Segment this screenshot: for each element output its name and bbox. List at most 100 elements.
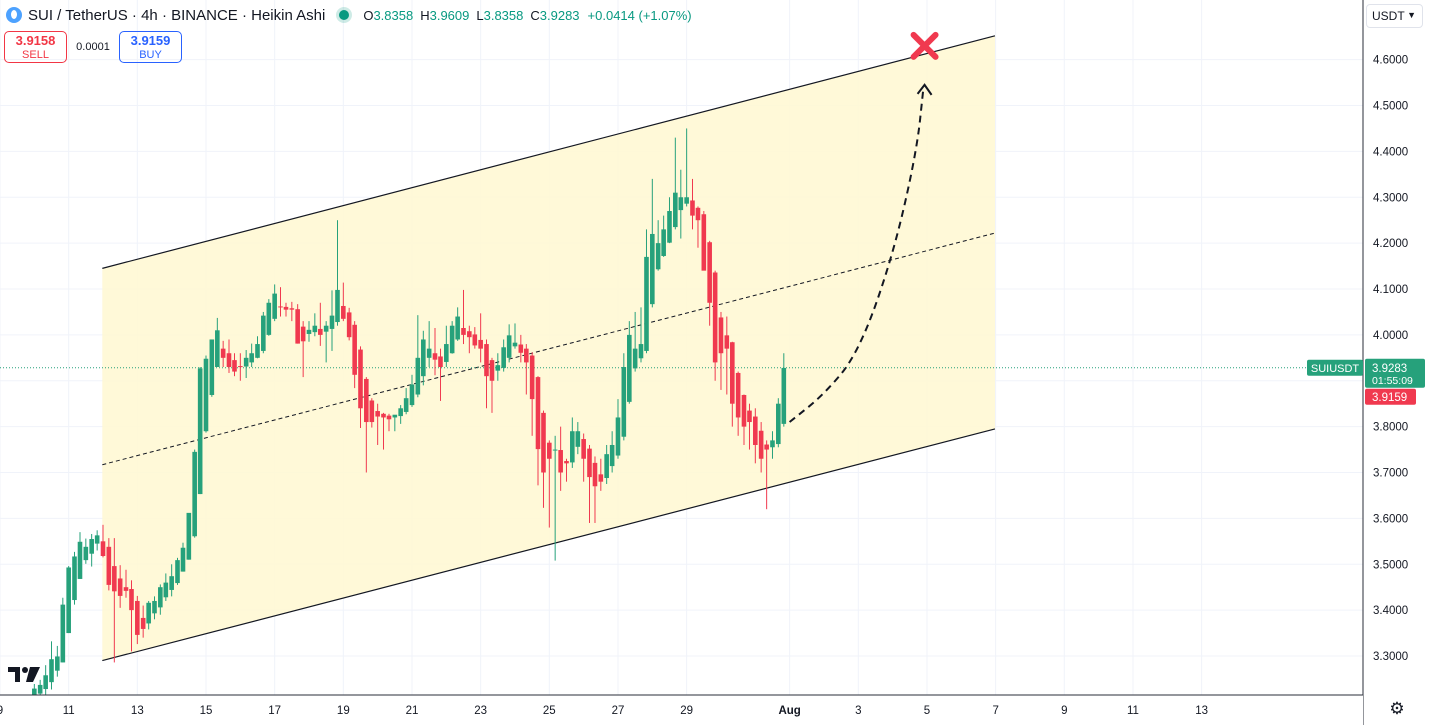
- candle: [100, 524, 106, 558]
- x-tick-label: 21: [406, 705, 419, 717]
- sell-price: 3.9158: [15, 33, 56, 48]
- symbol-title[interactable]: SUI / TetherUS · 4h · BINANCE · Heikin A…: [28, 6, 326, 24]
- buy-button[interactable]: 3.9159 BUY: [119, 31, 182, 63]
- candle-body: [444, 344, 449, 362]
- candle: [564, 458, 569, 482]
- channel-upper-line[interactable]: [102, 35, 996, 269]
- candle: [381, 412, 386, 450]
- candle-body: [535, 377, 541, 450]
- candle: [541, 410, 546, 508]
- candle-body: [238, 366, 243, 368]
- spread-value: 0.0001: [76, 41, 110, 53]
- open-value: 3.8358: [373, 7, 414, 23]
- candle-body: [209, 339, 215, 395]
- candle: [529, 352, 535, 436]
- live-status-icon: [339, 10, 350, 20]
- candle: [587, 444, 592, 523]
- candle-body: [129, 589, 134, 611]
- y-tick-label: 3.8000: [1373, 422, 1408, 434]
- candle-body: [318, 328, 323, 335]
- candle: [117, 565, 123, 608]
- settings-gear-icon[interactable]: ⚙: [1389, 699, 1405, 718]
- x-tick-label: 9: [0, 705, 3, 717]
- candle-body: [581, 439, 586, 459]
- low-label: L: [476, 7, 484, 23]
- currency-label: USDT: [1372, 9, 1405, 23]
- candle: [581, 433, 586, 482]
- candle-body: [770, 440, 775, 448]
- channel-lower-line[interactable]: [102, 428, 996, 662]
- candle-body: [352, 324, 357, 375]
- candle-body: [89, 539, 94, 554]
- candle-body: [381, 413, 386, 418]
- candle: [444, 325, 449, 367]
- candle-body: [323, 325, 329, 332]
- candle: [627, 321, 632, 404]
- x-tick-label: 15: [200, 705, 213, 717]
- candle: [484, 339, 489, 409]
- candle-body: [180, 547, 186, 572]
- candle: [535, 376, 541, 486]
- candle: [501, 339, 506, 372]
- candle: [123, 569, 129, 598]
- candle-body: [123, 587, 129, 591]
- candle: [449, 321, 455, 354]
- candle: [175, 557, 180, 585]
- open-label: O: [363, 7, 374, 23]
- candle-body: [152, 600, 157, 614]
- candle-body: [72, 556, 77, 601]
- y-tick-label: 4.4000: [1373, 146, 1408, 158]
- candle: [266, 299, 272, 336]
- y-tick-label: 4.0000: [1373, 330, 1408, 342]
- candle-body: [712, 272, 718, 363]
- candle: [238, 353, 243, 381]
- candle: [712, 270, 718, 381]
- candle: [518, 334, 524, 363]
- candle: [655, 220, 661, 271]
- candle: [261, 311, 266, 354]
- candle: [318, 302, 323, 346]
- time-axis[interactable]: [0, 695, 1363, 725]
- y-tick-label: 4.5000: [1373, 101, 1408, 113]
- candle: [426, 321, 432, 367]
- candle-body: [135, 600, 140, 635]
- candle-body: [615, 417, 621, 456]
- candle-body: [146, 602, 151, 624]
- candle-body: [604, 454, 609, 479]
- candle-body: [667, 211, 672, 243]
- candle: [369, 398, 375, 428]
- candle: [55, 645, 60, 677]
- high-label: H: [420, 7, 430, 23]
- candle: [255, 336, 260, 359]
- sell-button[interactable]: 3.9158 SELL: [4, 31, 67, 63]
- y-tick-label: 4.3000: [1373, 192, 1408, 204]
- projection-path[interactable]: [788, 87, 925, 423]
- candle: [300, 321, 306, 378]
- candle: [289, 301, 295, 322]
- candle-body: [650, 233, 655, 305]
- candle: [249, 343, 254, 367]
- candle: [306, 321, 312, 342]
- candle-body: [512, 342, 518, 347]
- candle-body: [243, 357, 249, 367]
- candle: [72, 551, 77, 605]
- candle-body: [707, 242, 712, 303]
- tradingview-logo-icon[interactable]: [8, 664, 40, 684]
- last-price-tag-bg: [1365, 358, 1425, 388]
- candle-body: [392, 414, 398, 418]
- x-tick-label: 3: [855, 705, 861, 717]
- candle: [243, 350, 249, 379]
- candle-body: [329, 315, 335, 329]
- candle-body: [781, 367, 787, 424]
- candle: [232, 353, 237, 377]
- currency-select[interactable]: USDT ▼: [1366, 4, 1423, 28]
- candle-body: [43, 675, 48, 690]
- candle: [226, 339, 232, 373]
- candle: [197, 366, 203, 495]
- x-tick-label: 25: [543, 705, 556, 717]
- candle-body: [747, 410, 752, 423]
- candle: [438, 348, 443, 401]
- y-tick-label: 3.3000: [1373, 651, 1408, 663]
- candle-body: [346, 312, 352, 338]
